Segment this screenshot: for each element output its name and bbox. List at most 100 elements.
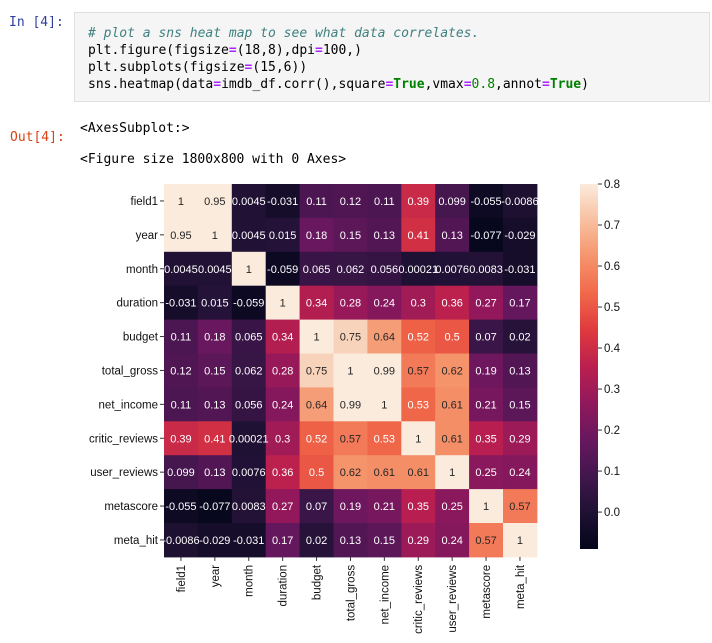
heatmap-annotation: -0.055	[470, 196, 501, 208]
heatmap-annotation: 0.15	[204, 365, 225, 377]
colorbar-gradient	[580, 184, 598, 549]
heatmap-annotation: 0.056	[371, 264, 399, 276]
heatmap-cell	[367, 217, 402, 253]
heatmap-cell	[333, 455, 368, 490]
heatmap-annotation: -0.077	[199, 501, 230, 513]
heatmap-annotation: 0.41	[204, 433, 225, 445]
x-tick-label: user_reviews	[447, 565, 459, 633]
heatmap-annotation: 1	[178, 196, 184, 208]
heatmap-annotation: 0.00021	[229, 433, 269, 445]
heatmap-annotation: 0.28	[272, 365, 293, 377]
heatmap-cell	[299, 353, 334, 388]
heatmap-annotation: 0.27	[475, 298, 496, 310]
heatmap-annotation: -0.0086	[501, 196, 538, 208]
heatmap-cell	[265, 387, 301, 422]
heatmap-annotation: 1	[449, 467, 455, 479]
heatmap-cell	[299, 319, 334, 354]
heatmap-cell	[164, 285, 199, 321]
heatmap-annotation: 0.0045	[198, 264, 232, 276]
heatmap-annotation: 0.62	[441, 365, 462, 377]
heatmap-annotation: 0.18	[204, 332, 225, 344]
heatmap-annotation: 0.57	[475, 535, 496, 547]
heatmap-cell	[503, 251, 538, 287]
heatmap-cell	[435, 489, 470, 524]
code-cell[interactable]: # plot a sns heat map to see what data c…	[74, 12, 710, 102]
heatmap-cell	[265, 353, 301, 388]
heatmap-annotation: 0.39	[170, 433, 191, 445]
heatmap-annotation: 0.57	[408, 365, 429, 377]
heatmap-cell	[197, 217, 233, 253]
heatmap-annotation: 1	[517, 535, 523, 547]
heatmap-cell	[333, 523, 368, 558]
heatmap-annotation: 0.24	[509, 467, 530, 479]
heatmap-cell	[401, 455, 436, 490]
heatmap-cell	[401, 421, 436, 456]
heatmap-annotation: 0.0076	[435, 264, 469, 276]
heatmap-cell	[401, 489, 436, 524]
heatmap-annotation: 0.57	[340, 433, 361, 445]
heatmap-cell	[265, 319, 301, 354]
heatmap-cell	[401, 319, 436, 354]
heatmap-annotation: 0.24	[272, 399, 293, 411]
heatmap-annotation: 0.0045	[232, 230, 266, 242]
heatmap-annotation: 0.13	[204, 399, 225, 411]
heatmap-cell	[401, 523, 436, 558]
y-tick-label: metascore	[104, 501, 158, 513]
heatmap-annotation: 0.02	[306, 535, 327, 547]
heatmap-annotation: 0.75	[340, 332, 361, 344]
heatmap-cell	[164, 251, 199, 287]
heatmap-annotation: 0.056	[235, 399, 263, 411]
heatmap-cell	[503, 319, 538, 354]
heatmap-cell	[265, 184, 301, 219]
heatmap-cell	[333, 421, 368, 456]
heatmap-annotation: 0.07	[475, 332, 496, 344]
heatmap-annotation: 0.0076	[232, 467, 266, 479]
heatmap-annotation: 0.3	[275, 433, 290, 445]
heatmap-cell	[503, 184, 538, 219]
heatmap-cell	[164, 523, 199, 558]
heatmap-cell	[503, 285, 538, 321]
heatmap-cell	[164, 319, 199, 354]
heatmap-annotation: 0.0083	[469, 264, 503, 276]
heatmap-cell	[299, 489, 334, 524]
heatmap-annotation: 0.00021	[398, 264, 438, 276]
heatmap-cell	[197, 353, 233, 388]
heatmap-annotation: 0.64	[306, 399, 327, 411]
heatmap-cell	[265, 285, 301, 321]
heatmap-cell	[503, 489, 538, 524]
input-prompt: In [4]:	[9, 15, 64, 30]
heatmap-annotation: 0.3	[411, 298, 426, 310]
heatmap-cell	[197, 319, 233, 354]
heatmap-cell	[265, 421, 301, 456]
x-tick-label: total_gross	[345, 565, 357, 622]
heatmap-cell	[435, 353, 470, 388]
heatmap-annotation: 0.61	[374, 467, 395, 479]
heatmap-annotation: 0.27	[272, 501, 293, 513]
colorbar-tick-label: 0.5	[604, 302, 620, 314]
heatmap-annotation: -0.029	[504, 230, 535, 242]
heatmap-annotation: 0.29	[408, 535, 429, 547]
heatmap-cell	[231, 217, 267, 253]
heatmap-cell	[197, 421, 233, 456]
heatmap-cell	[469, 523, 504, 558]
heatmap-annotation: 0.0045	[164, 264, 198, 276]
heatmap-annotation: 0.07	[306, 501, 327, 513]
heatmap-cell	[401, 353, 436, 388]
heatmap-annotation: 1	[381, 399, 387, 411]
heatmap-annotation: 0.34	[306, 298, 327, 310]
output-axes-repr: <AxesSubplot:>	[80, 121, 190, 136]
heatmap-cell	[164, 387, 199, 422]
heatmap-cell	[469, 353, 504, 388]
heatmap-annotation: 0.11	[171, 332, 192, 344]
heatmap-cell	[231, 455, 267, 490]
heatmap-cell	[435, 251, 470, 287]
heatmap-cell	[469, 455, 504, 490]
heatmap-cell	[265, 455, 301, 490]
heatmap-cell	[367, 319, 402, 354]
heatmap-annotation: -0.055	[165, 501, 196, 513]
heatmap-annotation: -0.031	[504, 264, 535, 276]
heatmap-annotation: 0.12	[170, 365, 191, 377]
output-prompt: Out[4]:	[10, 130, 65, 145]
heatmap-annotation: 0.11	[306, 196, 327, 208]
code-line-comment: # plot a sns heat map to see what data c…	[88, 26, 480, 41]
